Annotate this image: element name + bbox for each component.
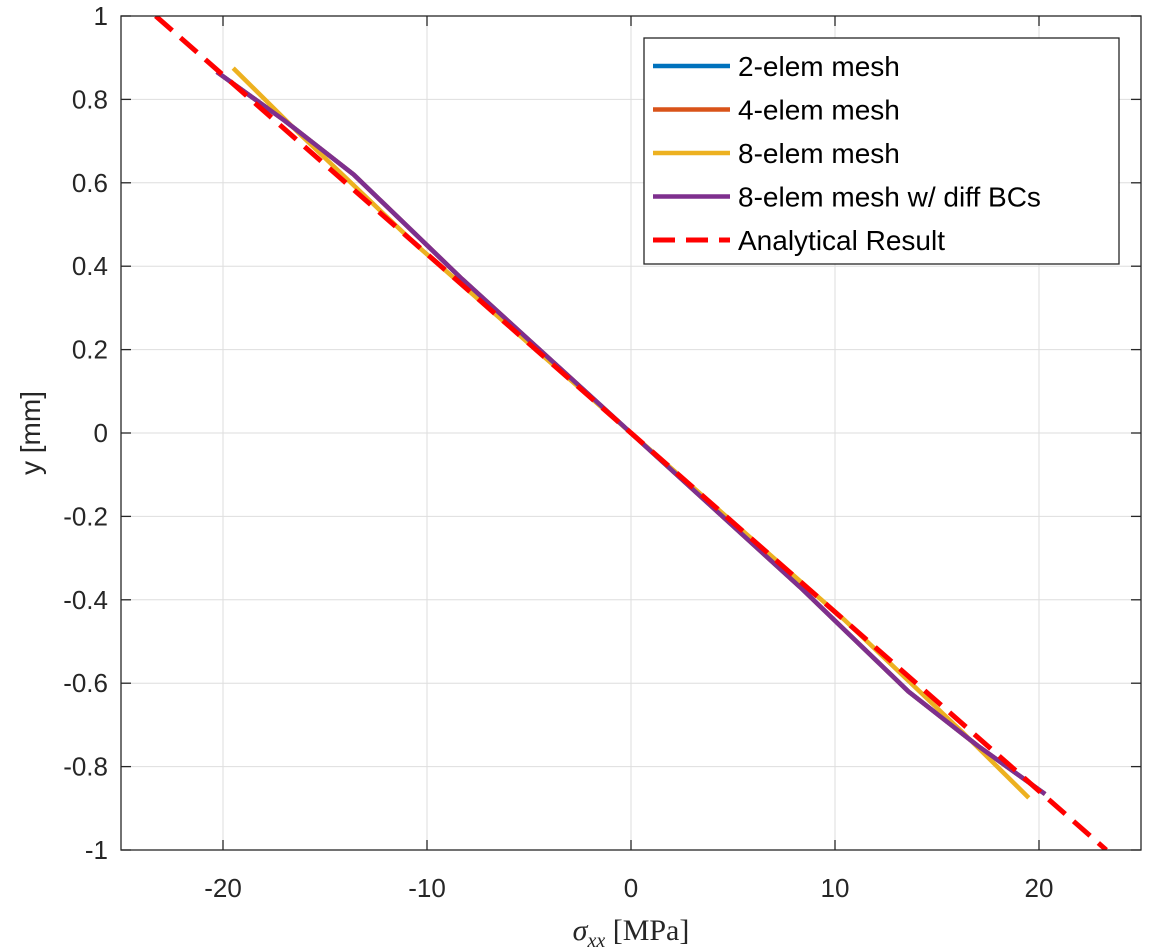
legend-label-2: 4-elem mesh: [738, 95, 900, 126]
legend-label-5: Analytical Result: [738, 225, 945, 256]
series-group: [154, 16, 1108, 850]
y-tick-label: -0.6: [63, 668, 108, 698]
tick-labels: -20 -10 0 10 20 -1 -0.8 -0.6 -0.4 -0.2 0 0.2 0.4 0.6 0…: [63, 1, 1053, 903]
y-tick-label: 0: [94, 418, 108, 448]
legend-label-1: 2-elem mesh: [738, 51, 900, 82]
y-tick-label: -0.2: [63, 501, 108, 531]
y-tick-label: 0.2: [72, 335, 108, 365]
x-axis-label: σxx [MPa]: [573, 914, 690, 951]
y-tick-label: 1: [94, 1, 108, 31]
x-axis-label-subscript: xx: [586, 930, 605, 951]
y-tick-label: 0.4: [72, 251, 108, 281]
legend-label-3: 8-elem mesh: [738, 138, 900, 169]
y-axis-label: y [mm]: [15, 391, 46, 475]
x-axis-label-symbol: σ: [573, 914, 589, 947]
y-tick-label: -1: [85, 835, 108, 865]
x-axis-label-unit: [MPa]: [605, 914, 689, 947]
x-tick-label: 10: [821, 873, 850, 903]
y-tick-label: 0.6: [72, 168, 108, 198]
y-tick-label: 0.8: [72, 84, 108, 114]
series-line-5: [154, 16, 1108, 850]
x-tick-label: 20: [1025, 873, 1054, 903]
ticks: [121, 15, 1141, 851]
y-tick-label: -0.8: [63, 752, 108, 782]
legend-label-4: 8-elem mesh w/ diff BCs: [738, 182, 1041, 213]
y-tick-label: -0.4: [63, 585, 108, 615]
x-tick-label: 0: [624, 873, 638, 903]
x-tick-label: -10: [408, 873, 446, 903]
legend: 2-elem mesh 4-elem mesh 8-elem mesh 8-elem …: [643, 37, 1120, 265]
x-tick-label: -20: [204, 873, 242, 903]
